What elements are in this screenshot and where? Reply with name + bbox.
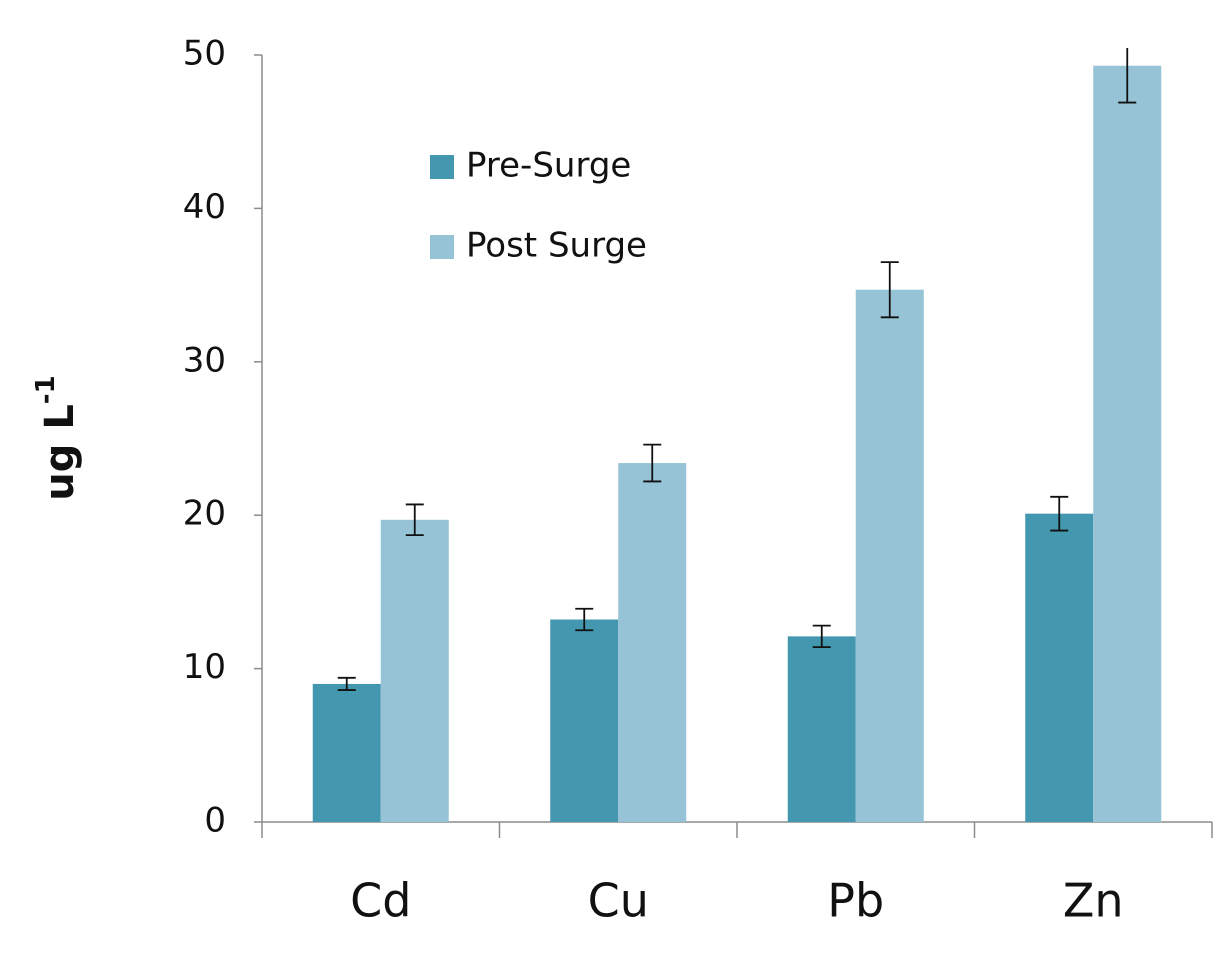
error-bar	[1118, 48, 1137, 104]
x-tick-label: Cd	[350, 874, 411, 928]
x-tick-label: Zn	[1063, 874, 1124, 928]
x-tick-label: Cu	[588, 874, 649, 928]
y-tick-label: 30	[183, 340, 226, 380]
legend: Pre-Surge Post Surge	[430, 146, 647, 266]
bar	[1025, 513, 1094, 822]
error-bar	[812, 624, 831, 649]
bar	[618, 463, 687, 822]
legend-swatch	[430, 235, 454, 259]
bar	[855, 289, 924, 822]
plot-area	[312, 48, 1162, 823]
legend-label: Pre-Surge	[466, 146, 631, 186]
error-bar	[1050, 495, 1069, 532]
y-tick-label: 20	[183, 494, 226, 534]
y-tick-label: 50	[183, 34, 226, 74]
y-tick-label: 0	[204, 801, 226, 841]
y-axis-label: ug L-1	[31, 375, 84, 500]
legend-label: Post Surge	[466, 226, 647, 266]
error-bar	[643, 443, 662, 483]
bar	[380, 519, 449, 822]
y-label-superscript: -1	[31, 375, 61, 404]
y-tick-label: 10	[183, 647, 226, 687]
bar	[787, 636, 856, 822]
error-bar	[880, 261, 899, 319]
x-tick-label: Pb	[827, 874, 884, 928]
bar	[550, 619, 619, 822]
y-label-text: ug L	[37, 404, 83, 501]
error-bar	[575, 607, 594, 632]
legend-swatch	[430, 155, 454, 179]
bar	[1093, 65, 1162, 823]
error-bar	[337, 676, 356, 691]
y-tick-label: 40	[183, 187, 226, 227]
bar	[312, 683, 381, 822]
error-bar	[405, 503, 424, 537]
y-axis-title: ug L-1	[31, 375, 84, 500]
